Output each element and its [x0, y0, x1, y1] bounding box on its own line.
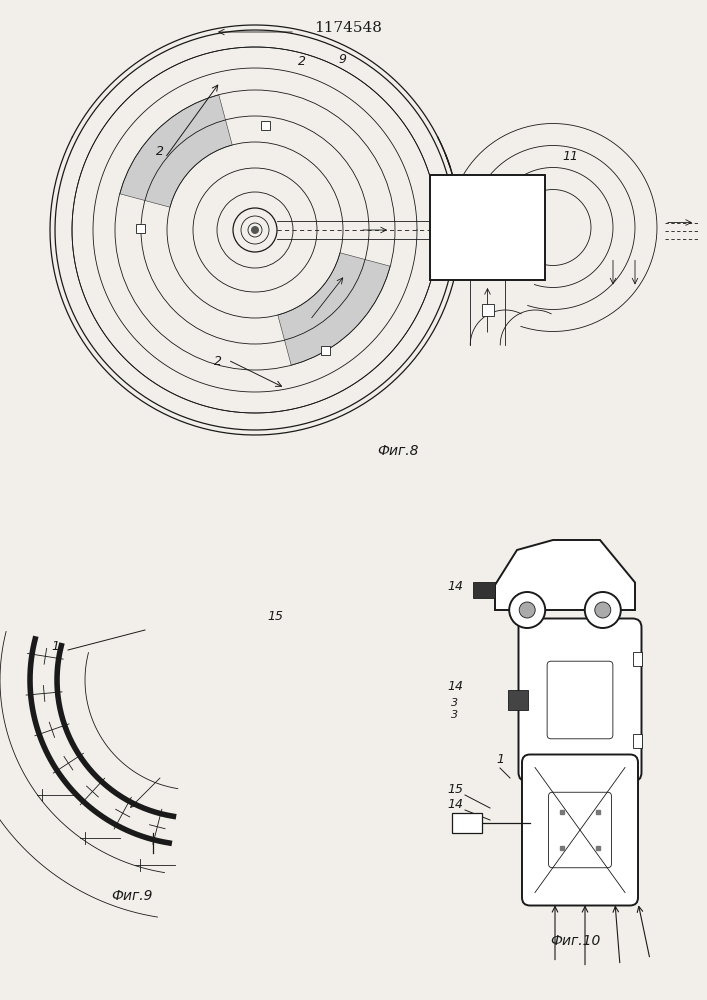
- Text: 14: 14: [447, 580, 463, 593]
- Bar: [473, 582, 495, 598]
- Bar: [452, 813, 482, 833]
- Circle shape: [519, 602, 535, 618]
- Text: Фиг.8: Фиг.8: [378, 444, 419, 458]
- Text: 3: 3: [452, 710, 459, 720]
- Text: 2: 2: [156, 145, 164, 158]
- Polygon shape: [495, 540, 635, 610]
- Circle shape: [595, 602, 611, 618]
- Bar: [320, 346, 329, 355]
- Text: 2: 2: [298, 55, 306, 68]
- FancyBboxPatch shape: [547, 661, 613, 739]
- Bar: [136, 224, 144, 232]
- Text: Фиг.9: Фиг.9: [111, 889, 153, 903]
- Text: 3: 3: [452, 698, 459, 708]
- Text: 1: 1: [496, 753, 504, 766]
- Bar: [633, 734, 641, 748]
- Text: 15: 15: [267, 610, 283, 623]
- Text: 15: 15: [447, 783, 463, 796]
- Text: 14: 14: [447, 680, 463, 693]
- Wedge shape: [278, 253, 390, 365]
- Circle shape: [251, 226, 259, 234]
- Text: 1: 1: [51, 640, 59, 653]
- Text: 14: 14: [447, 798, 463, 811]
- Bar: [430, 175, 545, 280]
- Circle shape: [509, 592, 545, 628]
- Text: 2: 2: [214, 355, 222, 368]
- FancyBboxPatch shape: [522, 754, 638, 906]
- Bar: [260, 120, 269, 129]
- Text: Фиг.10: Фиг.10: [550, 934, 600, 948]
- FancyBboxPatch shape: [518, 618, 641, 782]
- Wedge shape: [119, 95, 232, 207]
- Text: 11: 11: [562, 150, 578, 163]
- Bar: [633, 652, 641, 666]
- Text: 9: 9: [338, 53, 346, 66]
- Bar: [481, 304, 493, 316]
- FancyBboxPatch shape: [549, 792, 612, 868]
- Circle shape: [585, 592, 621, 628]
- Text: 1174548: 1174548: [314, 21, 382, 35]
- Bar: [508, 690, 527, 710]
